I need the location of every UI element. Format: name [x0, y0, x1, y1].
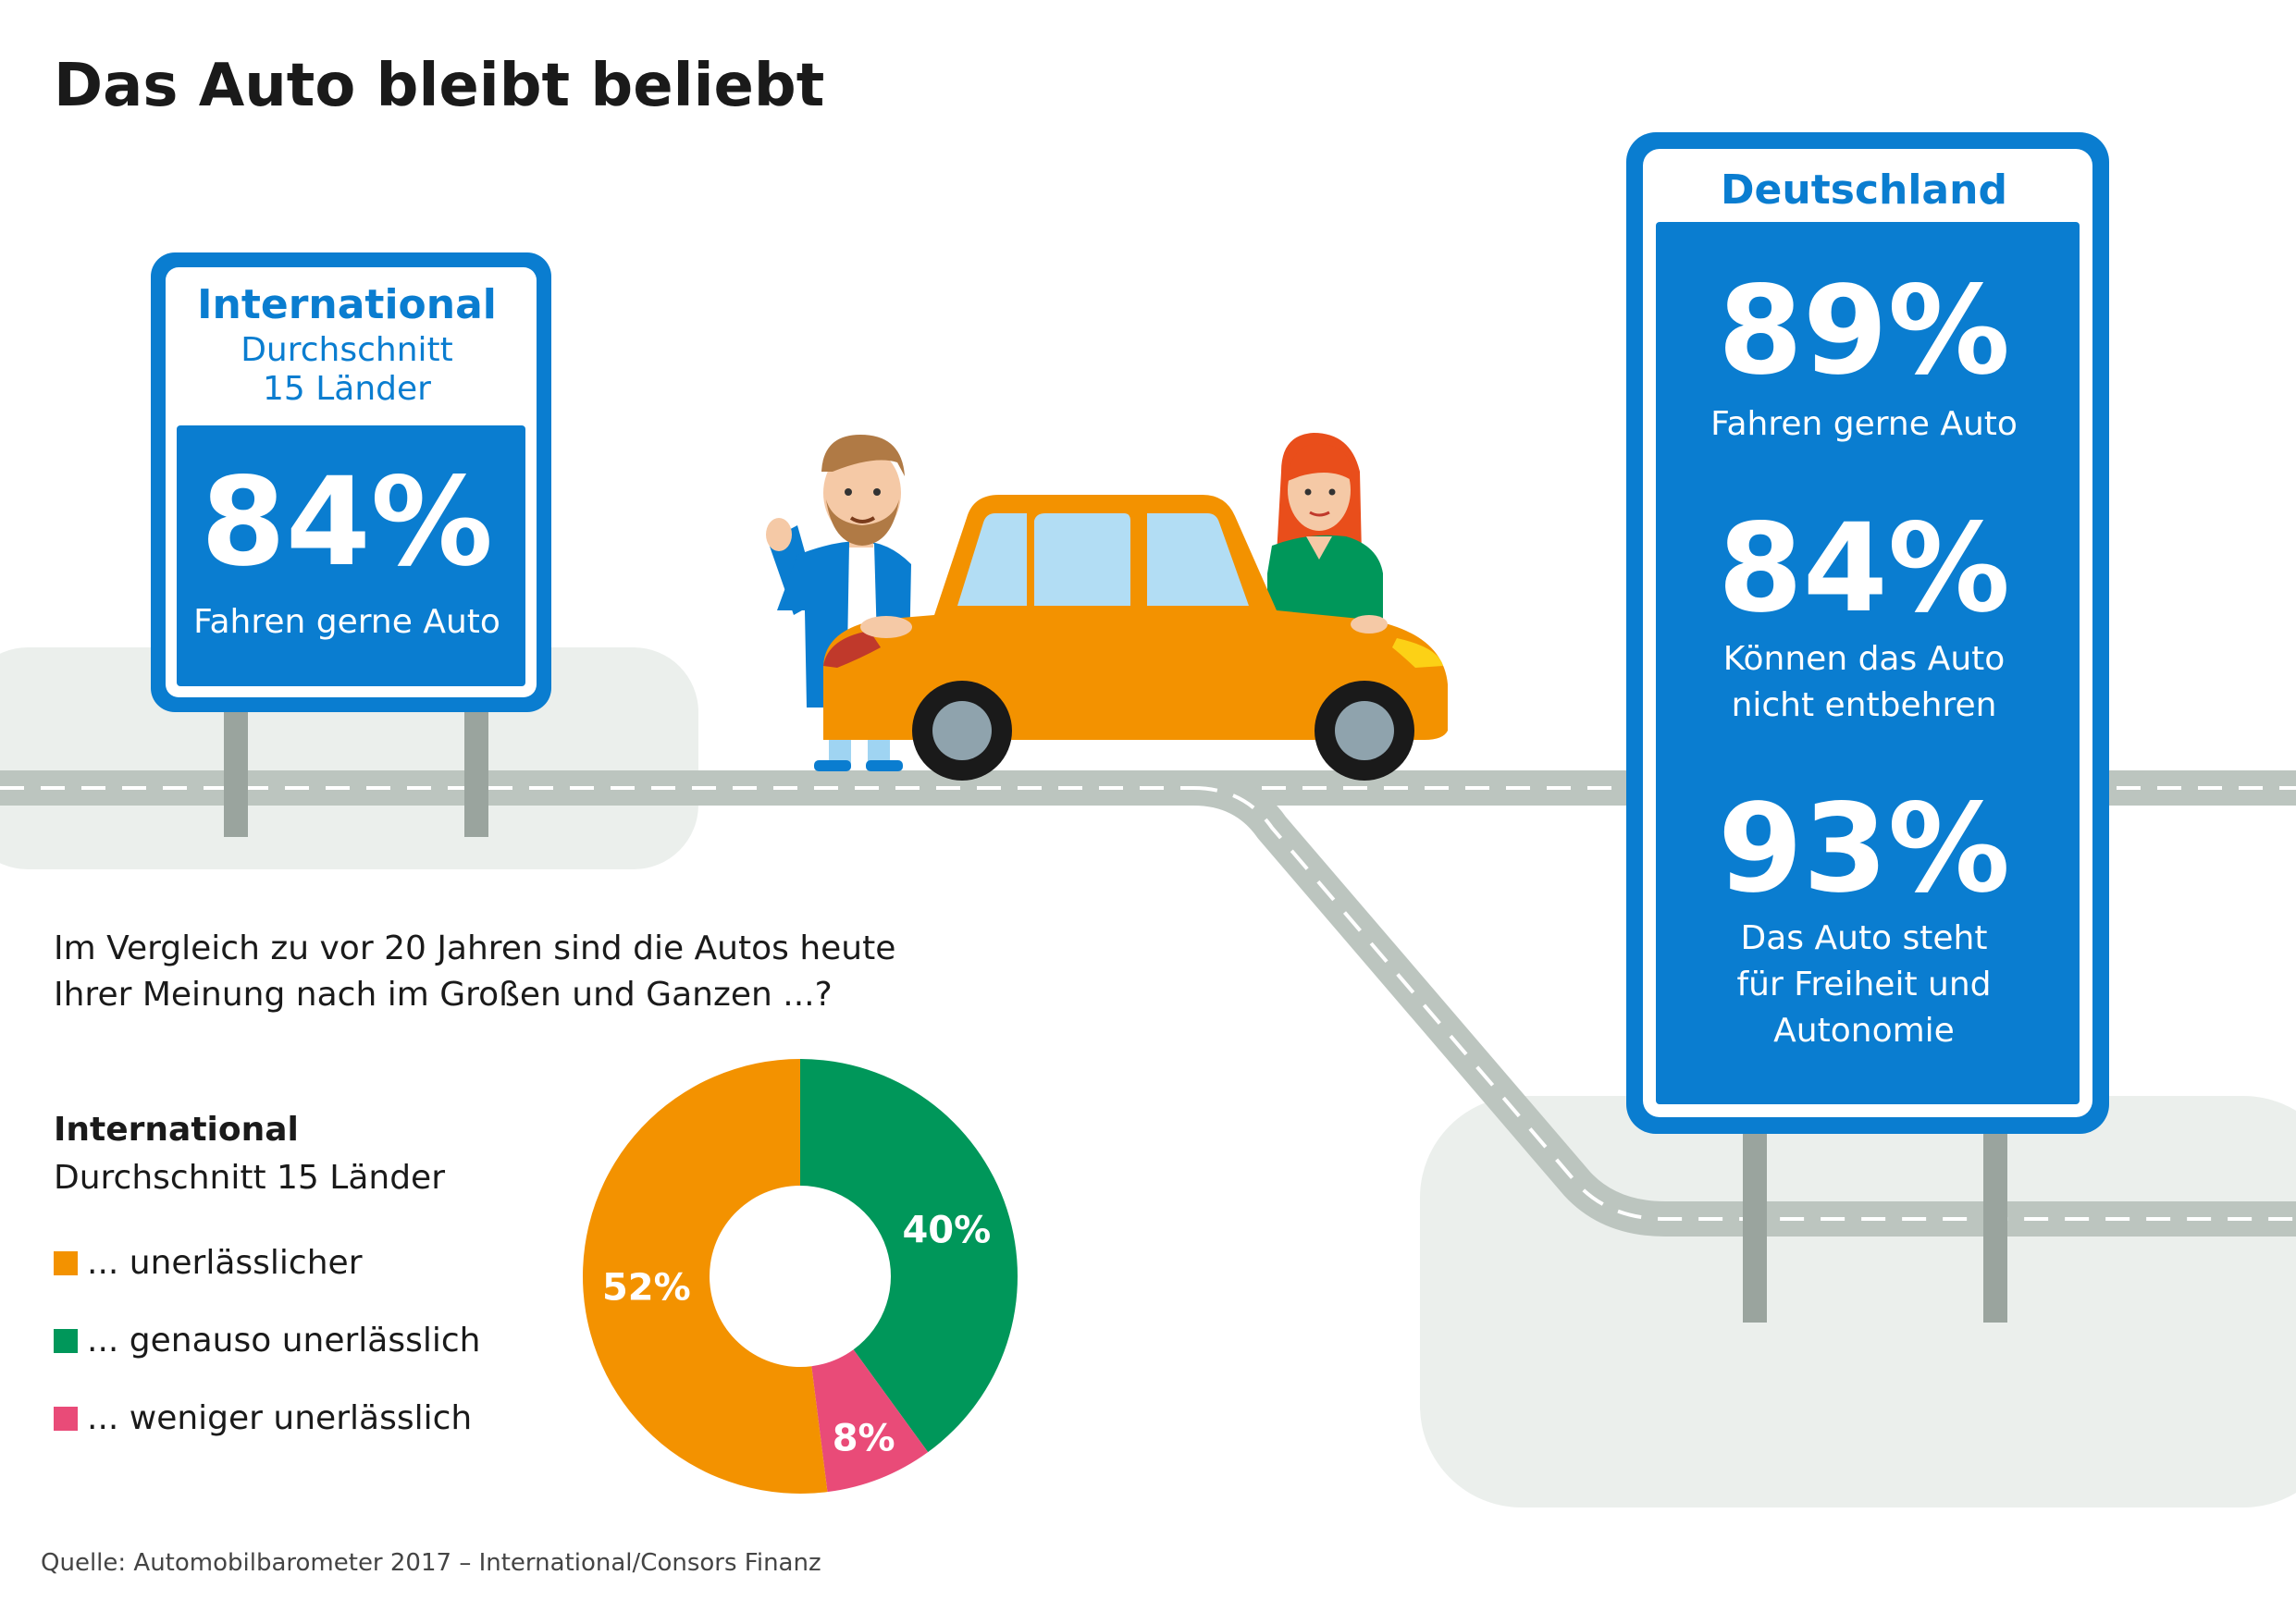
woman-illustration: [1267, 433, 1383, 638]
deutschland-stat-value: 89%: [1718, 260, 2010, 402]
international-sign-value: 84%: [201, 451, 493, 594]
international-sign-subheading: 15 Länder: [263, 370, 431, 408]
legend-swatch: [54, 1407, 78, 1431]
sign-panel: [1656, 222, 2080, 1104]
page-title: Das Auto bleibt beliebt: [54, 52, 825, 120]
legend-swatch: [54, 1329, 78, 1353]
donut-slice: [811, 1349, 929, 1493]
legend-label: ... unerlässlicher: [87, 1244, 363, 1282]
donut-slice: [583, 1059, 828, 1494]
donut-slice-label: 8%: [833, 1417, 895, 1459]
legend-item: ... genauso unerlässlich: [54, 1317, 480, 1365]
car-illustration: [823, 495, 1448, 781]
legend-item: ... unerlässlicher: [54, 1239, 363, 1287]
source-note: Quelle: Automobilbarometer 2017 – Intern…: [41, 1549, 821, 1577]
deutschland-stat-label: für Freiheit und: [1736, 966, 1992, 1003]
donut-slice-label: 40%: [902, 1210, 991, 1252]
legend-label: ... genauso unerlässlich: [87, 1322, 481, 1360]
deutschland-stat-label: Das Auto steht: [1740, 919, 1988, 957]
sign-post: [224, 708, 248, 837]
legend-title: International: [54, 1111, 299, 1149]
legend-item: ... weniger unerlässlich: [54, 1395, 472, 1443]
deutschland-stat-value: 93%: [1718, 778, 2010, 920]
international-sign: [151, 252, 551, 837]
donut-chart: 40% 8% 52%: [583, 1059, 1018, 1494]
legend-label: ... weniger unerlässlich: [87, 1399, 473, 1437]
question-text: Im Vergleich zu vor 20 Jahren sind die A…: [54, 929, 896, 967]
ground-right: [1420, 1096, 2296, 1507]
deutschland-sign: [1626, 132, 2109, 1323]
sign-post: [464, 708, 488, 837]
international-sign-label: Fahren gerne Auto: [193, 603, 500, 641]
legend-subtitle: Durchschnitt 15 Länder: [54, 1159, 445, 1197]
sign-post: [1743, 1128, 1767, 1323]
deutschland-stat-label: Können das Auto: [1722, 640, 2006, 678]
international-sign-heading: International: [197, 281, 497, 328]
donut-slice: [800, 1059, 1018, 1453]
question-text: Ihrer Meinung nach im Großen und Ganzen …: [54, 976, 833, 1014]
sign-panel: [177, 425, 525, 686]
deutschland-stat-label: Fahren gerne Auto: [1710, 405, 2018, 443]
deutschland-stat-value: 84%: [1718, 498, 2010, 640]
international-sign-subheading: Durchschnitt: [241, 331, 453, 369]
legend-swatch: [54, 1251, 78, 1275]
deutschland-stat-label: Autonomie: [1773, 1012, 1955, 1050]
deutschland-sign-heading: Deutschland: [1721, 166, 2007, 214]
deutschland-stat-label: nicht entbehren: [1731, 686, 1997, 724]
donut-slice-label: 52%: [602, 1266, 691, 1309]
sign-post: [1983, 1128, 2007, 1323]
